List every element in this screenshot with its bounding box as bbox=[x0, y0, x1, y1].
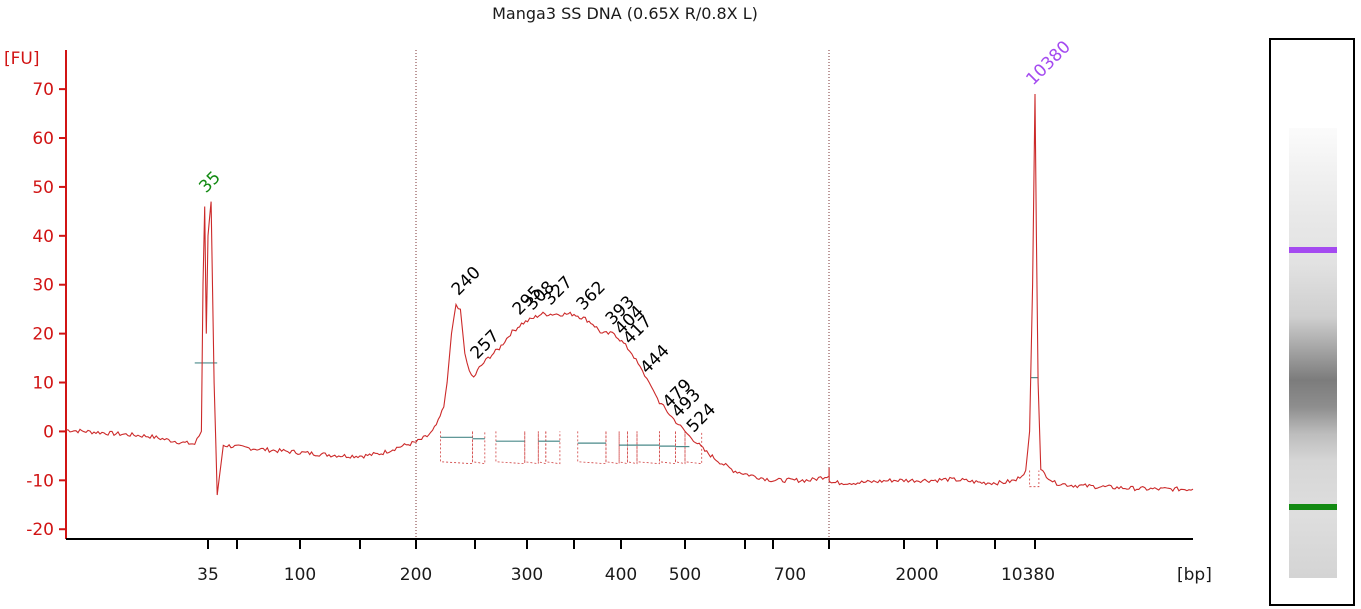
peak-label: 362 bbox=[573, 277, 610, 314]
upper-marker-band bbox=[1289, 246, 1337, 253]
x-tick-label: 35 bbox=[197, 565, 219, 585]
x-tick-label: 100 bbox=[284, 565, 316, 585]
peak-region bbox=[1029, 470, 1040, 488]
peak-region bbox=[675, 431, 686, 465]
peak-label: 35 bbox=[195, 168, 224, 197]
peak-region bbox=[577, 431, 607, 465]
x-tick-label: 300 bbox=[511, 565, 543, 585]
x-tick-label: 2000 bbox=[895, 565, 938, 585]
peak-label: 240 bbox=[448, 263, 485, 300]
peak-region bbox=[636, 431, 660, 465]
y-tick-label: -10 bbox=[26, 471, 54, 491]
y-tick-label: 60 bbox=[32, 129, 54, 149]
lower-marker-band bbox=[1289, 504, 1337, 511]
peak-region bbox=[659, 431, 676, 465]
y-tick-label: 20 bbox=[32, 325, 54, 345]
x-tick-label: 200 bbox=[400, 565, 432, 585]
peak-region bbox=[684, 431, 703, 465]
y-tick-label: 0 bbox=[43, 422, 54, 442]
y-tick-label: 50 bbox=[32, 178, 54, 198]
y-tick-label: 70 bbox=[32, 80, 54, 100]
y-axis-label: [FU] bbox=[4, 49, 40, 69]
peak-region bbox=[495, 431, 526, 465]
y-tick-label: 10 bbox=[32, 374, 54, 394]
x-tick-label: 10380 bbox=[1001, 565, 1055, 585]
peak-region bbox=[440, 431, 474, 465]
gel-image bbox=[1269, 38, 1355, 606]
peak-region bbox=[545, 431, 561, 465]
x-tick-label: 400 bbox=[605, 565, 637, 585]
peak-region bbox=[605, 431, 620, 465]
peak-region bbox=[524, 431, 539, 465]
peak-region bbox=[537, 431, 547, 465]
y-tick-label: -20 bbox=[26, 520, 54, 540]
peak-region bbox=[618, 431, 628, 465]
electropherogram-chart: -20 -10 0 10 20 30 40 50 60 70 [FU] [bp] 35 100 200 300… bbox=[4, 37, 1212, 585]
gel-lane bbox=[1289, 128, 1337, 578]
peak-region bbox=[472, 431, 486, 465]
signal-trace bbox=[65, 93, 1194, 496]
x-tick-label: 500 bbox=[669, 565, 701, 585]
peak-region bbox=[627, 431, 638, 465]
y-tick-label: 40 bbox=[32, 227, 54, 247]
peak-label: 10380 bbox=[1022, 37, 1074, 89]
y-tick-label: 30 bbox=[32, 276, 54, 296]
x-tick-label: 700 bbox=[774, 565, 806, 585]
chart-title: Manga3 SS DNA (0.65X R/0.8X L) bbox=[492, 4, 758, 23]
peak-label: 444 bbox=[637, 341, 674, 378]
peak-label: 257 bbox=[467, 326, 504, 363]
x-axis-label: [bp] bbox=[1177, 565, 1212, 585]
